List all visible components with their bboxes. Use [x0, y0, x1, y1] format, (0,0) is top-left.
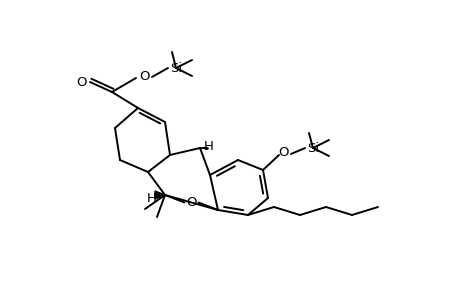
- Text: H: H: [204, 140, 213, 152]
- Text: O: O: [77, 76, 87, 88]
- Polygon shape: [155, 191, 165, 199]
- Text: O: O: [278, 146, 289, 160]
- Text: H: H: [147, 191, 157, 205]
- Text: O: O: [140, 70, 150, 83]
- Text: O: O: [186, 196, 196, 209]
- Text: Si: Si: [306, 142, 319, 154]
- Text: Si: Si: [169, 61, 182, 74]
